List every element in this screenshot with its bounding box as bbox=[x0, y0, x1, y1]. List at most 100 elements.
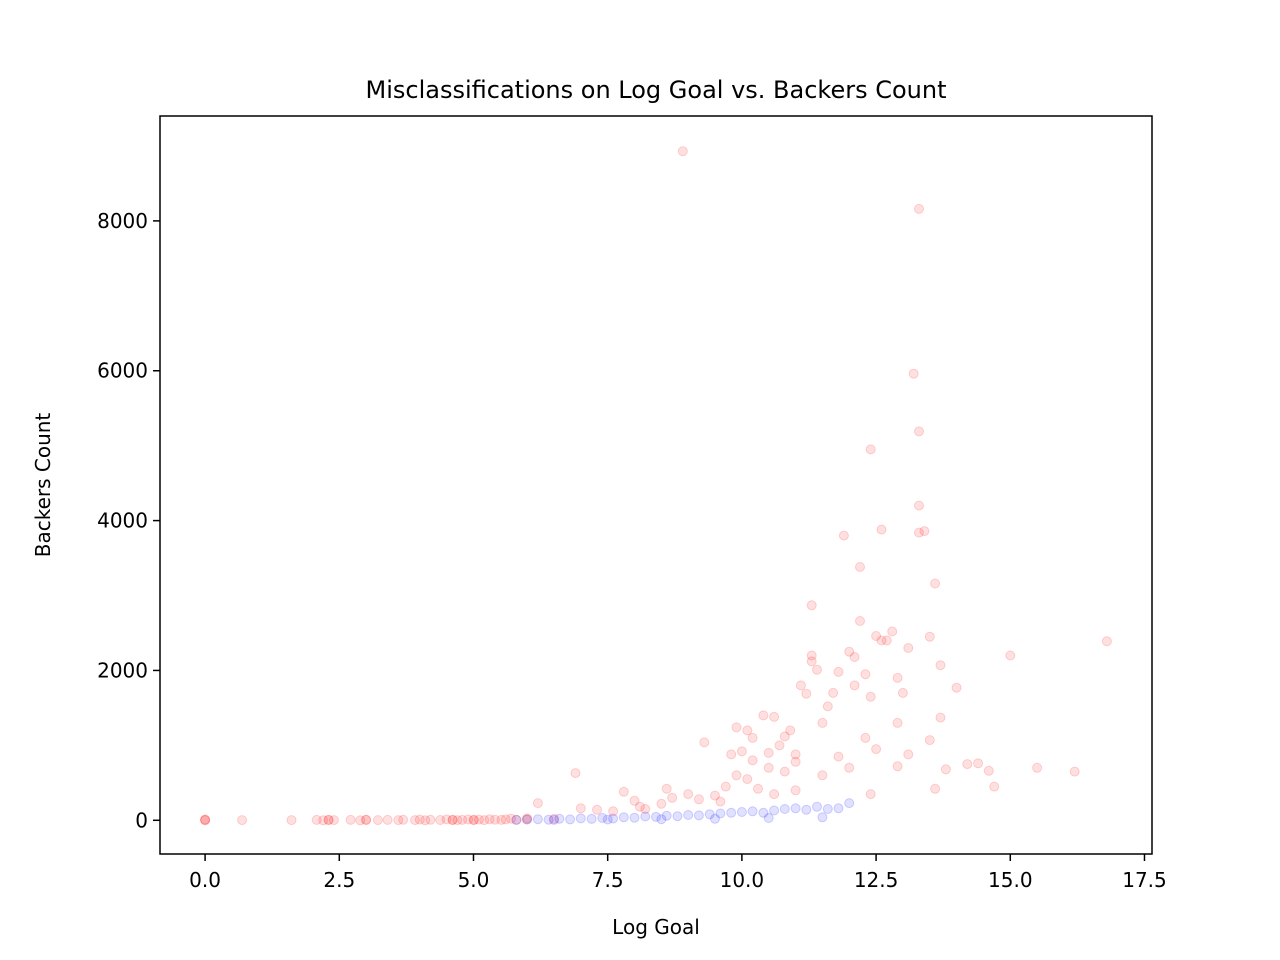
data-point-0-125 bbox=[903, 749, 914, 760]
data-point-0-6 bbox=[318, 815, 329, 826]
data-point-0-34 bbox=[490, 814, 500, 825]
data-point-1-26 bbox=[790, 803, 801, 814]
data-point-0-39 bbox=[521, 814, 532, 825]
data-point-0-121 bbox=[1032, 762, 1043, 773]
data-point-0-44 bbox=[575, 803, 586, 814]
x-tick-label: 15.0 bbox=[988, 868, 1033, 892]
data-point-0-52 bbox=[661, 783, 672, 794]
data-point-0-123 bbox=[1101, 636, 1112, 647]
x-tick-label: 7.5 bbox=[592, 868, 624, 892]
data-point-0-100 bbox=[887, 626, 898, 637]
data-point-0-98 bbox=[876, 524, 887, 535]
data-point-0-45 bbox=[592, 804, 602, 815]
data-point-0-26 bbox=[452, 815, 463, 826]
chart-title: Misclassifications on Log Goal vs. Backe… bbox=[366, 76, 947, 104]
data-point-1-10 bbox=[618, 812, 629, 823]
data-point-0-84 bbox=[822, 701, 833, 712]
data-point-0-112 bbox=[930, 578, 941, 589]
data-point-0-103 bbox=[897, 687, 908, 698]
data-point-1-29 bbox=[822, 804, 833, 814]
data-point-0-61 bbox=[731, 722, 742, 733]
y-tick-label: 4000 bbox=[97, 509, 148, 533]
data-point-0-65 bbox=[742, 725, 753, 736]
data-point-1-35 bbox=[656, 814, 667, 825]
data-point-1-27 bbox=[801, 804, 812, 815]
data-point-0-115 bbox=[951, 682, 962, 693]
data-point-1-28 bbox=[812, 801, 822, 812]
data-point-0-64 bbox=[742, 774, 753, 785]
data-point-1-4 bbox=[554, 813, 565, 824]
data-point-1-0 bbox=[511, 814, 522, 825]
data-point-0-41 bbox=[532, 798, 543, 809]
data-point-0-33 bbox=[484, 814, 495, 825]
y-tick-label: 0 bbox=[135, 808, 148, 832]
data-point-1-5 bbox=[565, 814, 576, 825]
data-point-0-96 bbox=[871, 631, 882, 641]
x-tick-label: 0.0 bbox=[189, 868, 221, 892]
data-point-0-56 bbox=[693, 794, 704, 805]
data-point-0-46 bbox=[608, 806, 619, 817]
data-point-0-2 bbox=[200, 814, 211, 825]
data-point-0-111 bbox=[924, 631, 935, 642]
data-point-0-132 bbox=[790, 756, 801, 767]
data-point-0-122 bbox=[1069, 766, 1080, 777]
data-point-1-22 bbox=[747, 806, 758, 817]
data-point-0-114 bbox=[935, 712, 946, 723]
data-point-0-1 bbox=[200, 815, 211, 826]
data-point-1-9 bbox=[608, 813, 619, 824]
data-point-0-127 bbox=[871, 744, 882, 755]
data-point-0-66 bbox=[747, 755, 758, 766]
data-point-0-73 bbox=[779, 766, 790, 777]
data-point-0-137 bbox=[930, 783, 941, 794]
data-point-0-79 bbox=[806, 600, 817, 611]
data-point-0-22 bbox=[435, 815, 446, 825]
data-point-0-8 bbox=[323, 815, 334, 826]
data-point-0-7 bbox=[323, 814, 334, 825]
x-tick-label: 5.0 bbox=[458, 868, 490, 892]
data-point-1-3 bbox=[543, 814, 554, 825]
data-point-0-40 bbox=[522, 813, 533, 824]
data-point-0-43 bbox=[570, 768, 581, 779]
data-point-0-74 bbox=[785, 725, 796, 736]
data-point-0-75 bbox=[790, 749, 801, 760]
data-point-0-27 bbox=[457, 814, 468, 825]
data-point-0-92 bbox=[855, 616, 865, 626]
data-point-0-102 bbox=[892, 672, 903, 683]
data-point-0-35 bbox=[496, 814, 507, 825]
data-point-0-37 bbox=[506, 813, 517, 824]
data-point-0-90 bbox=[849, 680, 860, 691]
data-point-1-15 bbox=[672, 811, 683, 822]
data-point-0-62 bbox=[731, 770, 742, 781]
data-point-1-23 bbox=[758, 807, 769, 818]
plot-frame bbox=[159, 115, 1153, 855]
x-tick-label: 2.5 bbox=[323, 868, 355, 892]
data-point-0-42 bbox=[549, 813, 559, 824]
data-point-1-11 bbox=[629, 812, 640, 823]
data-point-1-2 bbox=[532, 814, 543, 825]
data-point-0-53 bbox=[667, 792, 678, 803]
data-point-0-11 bbox=[355, 815, 366, 826]
data-point-0-36 bbox=[500, 814, 511, 825]
data-point-0-15 bbox=[382, 814, 393, 825]
data-point-0-93 bbox=[860, 669, 871, 680]
data-point-0-10 bbox=[345, 814, 356, 825]
data-point-0-128 bbox=[860, 732, 871, 743]
data-point-1-12 bbox=[640, 811, 651, 822]
data-point-0-101 bbox=[892, 717, 903, 728]
data-point-0-136 bbox=[726, 749, 737, 760]
data-point-0-135 bbox=[747, 732, 758, 743]
data-point-0-72 bbox=[774, 740, 785, 751]
data-point-0-30 bbox=[469, 814, 479, 825]
data-point-0-91 bbox=[855, 562, 865, 572]
y-axis-ticks: 0 2000 4000 6000 8000 bbox=[97, 209, 160, 832]
data-point-0-88 bbox=[844, 646, 855, 657]
data-point-0-54 bbox=[677, 146, 688, 157]
data-point-0-83 bbox=[817, 717, 828, 728]
data-point-0-126 bbox=[892, 761, 903, 772]
data-point-0-68 bbox=[758, 710, 769, 721]
data-point-1-31 bbox=[844, 798, 855, 809]
x-tick-label: 10.0 bbox=[720, 868, 765, 892]
data-point-0-129 bbox=[844, 762, 855, 773]
data-point-1-17 bbox=[693, 810, 704, 821]
data-point-0-48 bbox=[629, 795, 640, 806]
